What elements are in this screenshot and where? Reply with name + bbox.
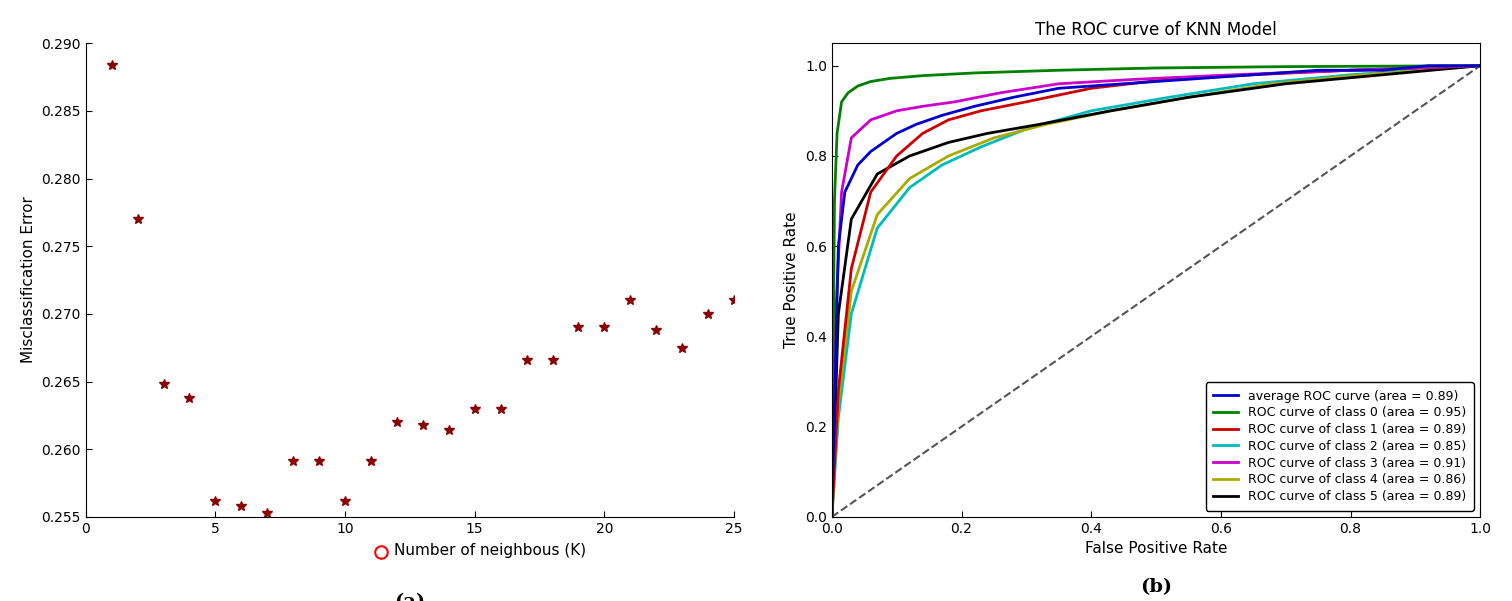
Text: (a): (a) xyxy=(395,593,425,601)
Text: (b): (b) xyxy=(1140,578,1172,596)
Y-axis label: True Positive Rate: True Positive Rate xyxy=(785,212,800,349)
Y-axis label: Misclassification Error: Misclassification Error xyxy=(21,197,36,364)
Title: The ROC curve of KNN Model: The ROC curve of KNN Model xyxy=(1036,21,1278,39)
Text: Number of neighbous (K): Number of neighbous (K) xyxy=(393,543,585,558)
Legend: average ROC curve (area = 0.89), ROC curve of class 0 (area = 0.95), ROC curve o: average ROC curve (area = 0.89), ROC cur… xyxy=(1205,382,1474,511)
X-axis label: False Positive Rate: False Positive Rate xyxy=(1084,542,1228,557)
